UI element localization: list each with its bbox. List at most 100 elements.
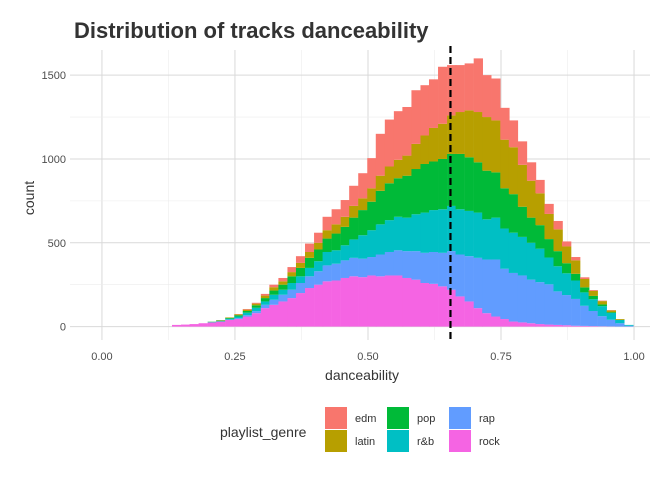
histogram-bar-rb (394, 217, 403, 251)
histogram-bar-rap (535, 282, 544, 324)
histogram-bar-edm (261, 294, 270, 296)
histogram-bar-rb (598, 306, 607, 316)
legend-title: playlist_genre (220, 424, 307, 440)
histogram-bar-pop (314, 249, 323, 261)
histogram-bar-rb (482, 219, 491, 259)
histogram-bar-rock (341, 278, 350, 327)
histogram-bar-pop (535, 225, 544, 248)
legend-key-swatch (387, 407, 409, 429)
histogram-bar-rap (385, 252, 394, 275)
histogram-bar-rb (456, 209, 465, 254)
histogram-bar-edm (296, 256, 305, 263)
histogram-bar-rap (518, 275, 527, 322)
histogram-bar-rap (589, 311, 598, 326)
histogram-bar-rap (243, 315, 252, 316)
x-axis-title: danceability (325, 367, 399, 383)
histogram-bar-rb (429, 210, 438, 252)
histogram-bar-rap (544, 284, 553, 324)
histogram-bar-pop (402, 176, 411, 218)
histogram-bar-rock (269, 305, 278, 327)
histogram-bar-rap (615, 323, 624, 326)
histogram-bar-rb (402, 218, 411, 252)
histogram-bar-rb (216, 321, 225, 322)
histogram-bar-pop (261, 298, 270, 301)
histogram-bar-rock (385, 275, 394, 326)
y-axis-title: count (21, 181, 37, 215)
histogram-bar-edm (580, 277, 589, 279)
histogram-bar-latin (598, 301, 607, 304)
histogram-bar-edm (438, 67, 447, 124)
histogram-bar-latin (305, 252, 314, 258)
histogram-bar-rock (438, 286, 447, 326)
histogram-bar-rap (491, 260, 500, 317)
histogram-bar-pop (589, 296, 598, 299)
histogram-bar-rock (554, 325, 563, 327)
histogram-bar-rap (252, 311, 261, 313)
histogram-bar-rock (358, 277, 367, 326)
histogram-bar-rb (607, 313, 616, 320)
histogram-bar-pop (269, 291, 278, 295)
histogram-bar-rb (465, 211, 474, 256)
histogram-bar-rock (411, 280, 420, 327)
histogram-bar-rb (527, 243, 536, 280)
histogram-bar-rap (358, 259, 367, 277)
histogram-bar-latin (589, 291, 598, 296)
histogram-bar-edm (332, 209, 341, 224)
legend-key-swatch (449, 430, 471, 452)
histogram-bar-rb (562, 273, 571, 295)
histogram-bar-rb (376, 224, 385, 254)
histogram-bar-latin (269, 287, 278, 290)
histogram-bar-rb (287, 283, 296, 290)
histogram-bar-latin (402, 156, 411, 176)
histogram-bar-edm (287, 267, 296, 272)
histogram-bar-rb (580, 292, 589, 305)
histogram-bar-rap (571, 299, 580, 326)
histogram-bar-pop (491, 172, 500, 217)
histogram-bar-latin (554, 229, 563, 251)
histogram-bar-rb (615, 320, 624, 323)
histogram-bar-rock (429, 284, 438, 327)
histogram-bar-rap (580, 306, 589, 326)
histogram-bar-pop (305, 258, 314, 268)
histogram-bar-rb (234, 317, 243, 319)
histogram-bar-rap (438, 253, 447, 287)
histogram-bar-rap (562, 295, 571, 325)
histogram-bar-edm (491, 79, 500, 121)
histogram-bar-rock (367, 275, 376, 326)
histogram-bar-rb (323, 252, 332, 265)
histogram-bar-rap (554, 291, 563, 325)
histogram-bar-rb (589, 299, 598, 311)
histogram-bar-latin (500, 140, 509, 189)
histogram-bar-latin (411, 144, 420, 169)
histogram-bar-pop (474, 162, 483, 212)
histogram-bar-edm (367, 158, 376, 188)
histogram-bar-rap (447, 251, 456, 290)
histogram-bar-rap (429, 252, 438, 284)
histogram-bar-latin (456, 112, 465, 154)
histogram-bar-edm (482, 75, 491, 117)
legend-key-swatch (387, 430, 409, 452)
histogram-bar-pop (287, 276, 296, 283)
histogram-bar-rb (225, 319, 234, 320)
histogram-bar-pop (376, 191, 385, 225)
histogram-bar-rap (527, 280, 536, 324)
histogram-bar-rb (243, 313, 252, 316)
histogram-bar-latin (447, 115, 456, 154)
histogram-bar-rock (323, 281, 332, 326)
histogram-bar-rap (456, 255, 465, 297)
histogram-bar-rock (208, 322, 217, 326)
histogram-bar-edm (411, 90, 420, 144)
histogram-bar-edm (358, 173, 367, 198)
histogram-bar-rock (349, 276, 358, 326)
x-tick-label: 0.00 (91, 351, 112, 363)
histogram-bar-pop (580, 287, 589, 292)
histogram-bar-latin (349, 206, 358, 218)
histogram-bar-pop (571, 274, 580, 281)
histogram-bar-edm (349, 186, 358, 206)
histogram-bar-rap (287, 290, 296, 298)
histogram-bar-latin (482, 117, 491, 171)
histogram-bar-rap (376, 255, 385, 277)
histogram-bar-rb (544, 258, 553, 285)
histogram-bar-edm (474, 58, 483, 112)
